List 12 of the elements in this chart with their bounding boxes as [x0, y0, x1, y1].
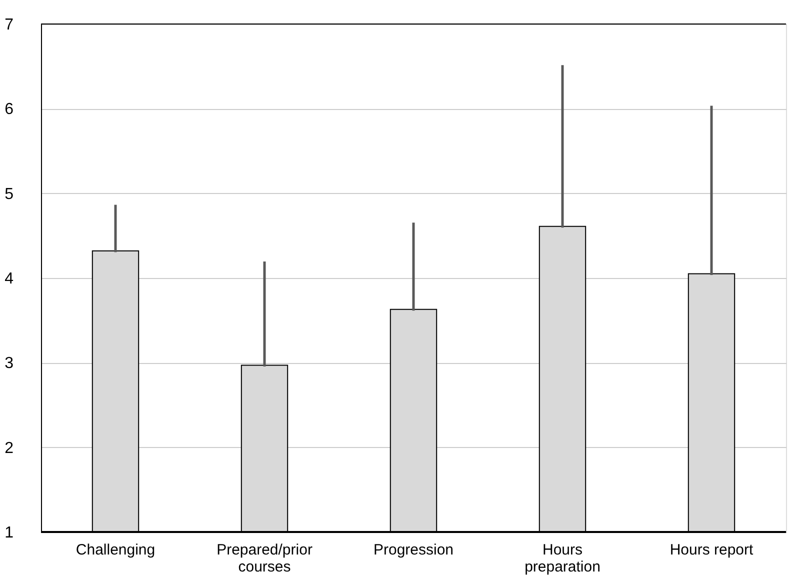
- x-tick-label: Hours report: [670, 542, 754, 558]
- y-tick-label: 7: [4, 16, 14, 34]
- y-tick-label: 1: [4, 524, 14, 542]
- x-tick-label: Progression: [373, 542, 454, 558]
- y-tick-label: 3: [4, 355, 14, 372]
- y-tick-label: 6: [4, 101, 14, 118]
- x-tick-label: Challenging: [76, 542, 156, 558]
- y-tick-label: 5: [4, 186, 14, 203]
- x-tick-label: Hours preparation: [524, 542, 600, 576]
- y-tick-label: 4: [4, 270, 14, 288]
- x-tick-label: Prepared/prior courses: [216, 542, 312, 576]
- y-tick-label: 2: [4, 440, 14, 457]
